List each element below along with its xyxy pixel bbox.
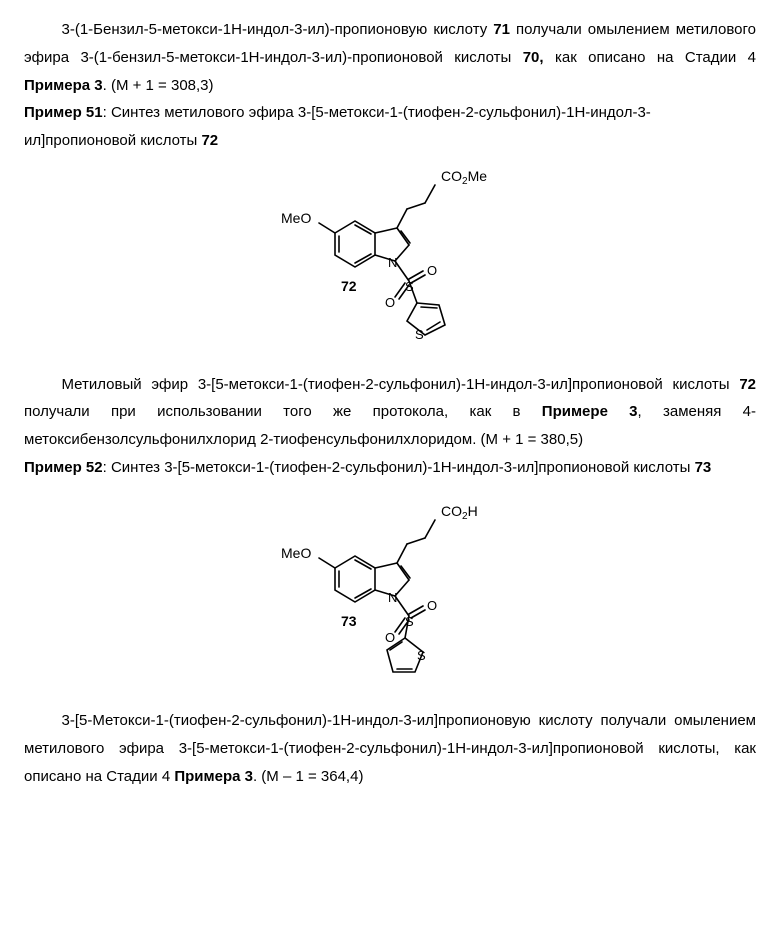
text: . (M + 1 = 308,3) [103, 77, 214, 94]
meo-label: MeO [281, 545, 311, 561]
meo-label: MeO [281, 210, 311, 226]
example-51-heading: Пример 51: Синтез метилового эфира 3-[5-… [24, 99, 756, 155]
example-label: Пример 52 [24, 459, 103, 476]
text: получали при использовании того же прото… [24, 403, 542, 420]
compound-72: 72 [739, 376, 756, 393]
text: . (M – 1 = 364,4) [253, 768, 363, 785]
o-atom: O [427, 263, 437, 278]
example-label: Пример 51 [24, 104, 103, 121]
compound-73: 73 [695, 459, 712, 476]
o-atom: O [427, 598, 437, 613]
n-atom: N [388, 590, 397, 605]
example-52-heading: Пример 52: Синтез 3-[5-метокси-1-(тиофен… [24, 454, 756, 482]
compound-71: 71 [493, 21, 510, 38]
text: : Синтез 3-[5-метокси-1-(тиофен-2-сульфо… [103, 459, 695, 476]
paragraph-1: 3-(1-Бензил-5-метокси-1Н-индол-3-ил)-про… [24, 16, 756, 99]
s-atom: S [417, 648, 426, 663]
example-ref: Примера 3 [24, 77, 103, 94]
structure-72: CO2Me MeO N O O S S 72 [24, 163, 756, 363]
n-atom: N [388, 255, 397, 270]
text: : Синтез метилового эфира 3-[5-метокси-1… [24, 104, 651, 149]
example-ref: Примера 3 [174, 768, 253, 785]
o-atom: O [385, 630, 395, 645]
o-atom: O [385, 295, 395, 310]
text: Метиловый эфир 3-[5-метокси-1-(тиофен-2-… [62, 376, 740, 393]
s-atom: S [405, 279, 414, 294]
co2me-label: CO2Me [441, 168, 487, 187]
compound-70: 70, [523, 49, 544, 66]
compound-label-72: 72 [341, 278, 357, 294]
paragraph-3: 3-[5-Метокси-1-(тиофен-2-сульфонил)-1Н-и… [24, 707, 756, 790]
s-atom: S [405, 614, 414, 629]
example-ref: Примере 3 [542, 403, 638, 420]
text: 3-[5-Метокси-1-(тиофен-2-сульфонил)-1Н-и… [24, 712, 756, 785]
compound-label-73: 73 [341, 613, 357, 629]
text: как описано на Стадии 4 [544, 49, 756, 66]
co2h-label: CO2H [441, 503, 478, 522]
paragraph-2: Метиловый эфир 3-[5-метокси-1-(тиофен-2-… [24, 371, 756, 454]
text: 3-(1-Бензил-5-метокси-1Н-индол-3-ил)-про… [62, 21, 494, 38]
structure-73: CO2H MeO N O O S S 73 [24, 490, 756, 700]
compound-72: 72 [201, 132, 218, 149]
s-atom: S [415, 327, 424, 342]
